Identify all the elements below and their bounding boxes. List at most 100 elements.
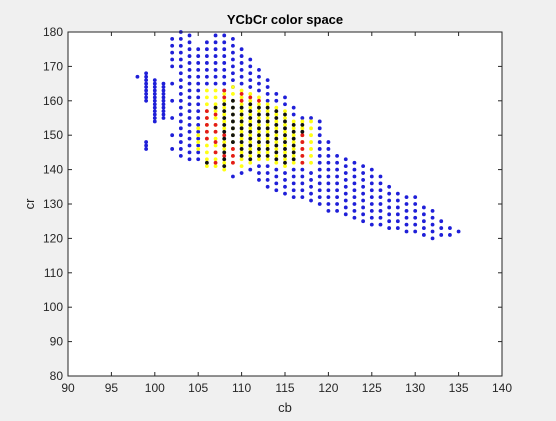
data-point bbox=[239, 133, 244, 138]
data-point bbox=[283, 160, 287, 165]
data-point bbox=[222, 136, 227, 141]
data-point bbox=[257, 153, 261, 158]
data-point bbox=[309, 119, 313, 124]
data-point bbox=[335, 174, 339, 179]
data-point bbox=[231, 153, 235, 158]
data-point bbox=[196, 88, 201, 93]
data-point bbox=[291, 143, 296, 148]
data-point bbox=[196, 67, 201, 72]
data-point bbox=[161, 81, 166, 86]
data-point bbox=[291, 140, 296, 144]
data-point bbox=[317, 126, 322, 131]
data-point bbox=[317, 174, 322, 179]
data-point bbox=[291, 188, 296, 193]
data-point bbox=[335, 181, 339, 186]
data-point bbox=[178, 133, 183, 138]
data-point bbox=[239, 74, 244, 79]
data-point bbox=[213, 112, 218, 117]
data-point bbox=[196, 81, 201, 86]
data-point bbox=[239, 122, 244, 127]
data-point bbox=[213, 33, 218, 38]
data-point bbox=[387, 205, 392, 210]
data-point bbox=[361, 178, 366, 182]
data-point bbox=[187, 95, 192, 100]
data-point bbox=[187, 136, 192, 141]
data-point bbox=[222, 147, 227, 151]
data-point bbox=[178, 105, 183, 110]
data-point bbox=[196, 133, 201, 138]
data-point bbox=[430, 208, 435, 213]
data-point bbox=[213, 164, 218, 169]
data-point bbox=[222, 112, 227, 117]
data-point bbox=[283, 116, 287, 120]
data-point bbox=[413, 215, 418, 220]
data-point bbox=[283, 178, 287, 182]
data-point bbox=[204, 143, 209, 148]
data-point bbox=[239, 98, 244, 103]
data-point bbox=[274, 174, 279, 179]
data-point bbox=[265, 119, 270, 124]
data-point bbox=[326, 160, 331, 165]
data-point bbox=[161, 95, 166, 100]
data-point bbox=[265, 143, 270, 148]
data-point bbox=[274, 150, 279, 155]
data-point bbox=[257, 119, 261, 124]
data-point bbox=[300, 119, 305, 124]
data-point bbox=[300, 167, 305, 172]
x-tick-label: 110 bbox=[232, 381, 251, 395]
data-point bbox=[283, 126, 287, 131]
data-point bbox=[369, 174, 374, 179]
data-point bbox=[265, 85, 270, 89]
data-point bbox=[152, 78, 157, 83]
data-point bbox=[274, 143, 279, 148]
data-point bbox=[196, 126, 201, 131]
data-point bbox=[257, 164, 261, 169]
data-point bbox=[152, 98, 157, 103]
data-point bbox=[352, 160, 357, 165]
data-point bbox=[343, 198, 348, 203]
data-point bbox=[213, 143, 218, 148]
data-point bbox=[196, 147, 201, 151]
data-point bbox=[265, 129, 270, 134]
data-point bbox=[204, 74, 209, 79]
data-point bbox=[222, 102, 227, 107]
x-tick-label: 140 bbox=[492, 381, 512, 395]
data-point bbox=[352, 174, 357, 179]
data-point bbox=[222, 119, 227, 124]
data-point bbox=[283, 136, 287, 141]
data-point bbox=[309, 140, 313, 144]
data-point bbox=[239, 164, 244, 169]
data-point bbox=[378, 208, 383, 213]
data-point bbox=[300, 122, 305, 127]
data-point bbox=[248, 57, 253, 62]
data-point bbox=[144, 74, 149, 79]
data-point bbox=[222, 33, 227, 38]
series-black bbox=[204, 98, 305, 169]
data-point bbox=[361, 219, 366, 224]
data-point bbox=[291, 157, 296, 162]
data-point bbox=[291, 122, 296, 127]
data-point bbox=[361, 205, 366, 210]
data-point bbox=[283, 112, 287, 117]
data-point bbox=[326, 202, 331, 206]
data-point bbox=[404, 215, 409, 220]
data-point bbox=[300, 153, 305, 158]
data-point bbox=[239, 105, 244, 110]
data-point bbox=[231, 64, 235, 69]
data-point bbox=[309, 116, 313, 120]
data-point bbox=[231, 92, 235, 96]
data-point bbox=[283, 95, 287, 100]
data-point bbox=[309, 153, 313, 158]
data-point bbox=[361, 191, 366, 196]
data-point bbox=[274, 167, 279, 172]
data-point bbox=[343, 157, 348, 162]
data-point bbox=[274, 181, 279, 186]
data-point bbox=[222, 150, 227, 155]
data-point bbox=[222, 81, 227, 86]
data-point bbox=[291, 147, 296, 151]
x-tick-label: 120 bbox=[318, 381, 338, 395]
data-point bbox=[213, 88, 218, 93]
data-point bbox=[283, 157, 287, 162]
data-point bbox=[170, 147, 175, 151]
series-yellow bbox=[196, 85, 313, 172]
